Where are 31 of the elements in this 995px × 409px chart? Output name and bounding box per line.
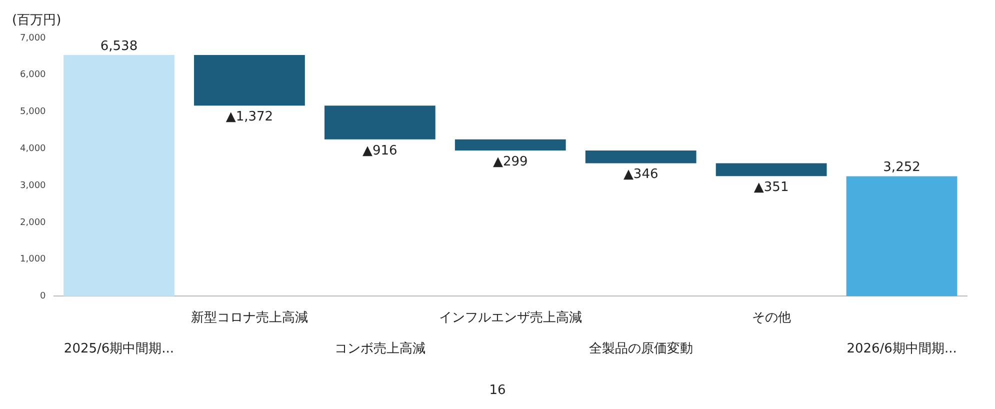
y-tick-label: 6,000 — [20, 70, 46, 80]
x-tick-label: 新型コロナ売上高減 — [190, 309, 308, 326]
data-label: ▲299 — [492, 154, 528, 170]
data-label: 3,252 — [883, 160, 920, 176]
data-label: ▲1,372 — [226, 110, 274, 125]
data-label: ▲916 — [362, 143, 398, 158]
x-tick-label: 2026/6期中間期... — [846, 342, 957, 357]
data-label: ▲351 — [754, 180, 789, 196]
bar — [585, 150, 696, 164]
y-tick-label: 5,000 — [20, 107, 46, 118]
text: 16 — [489, 382, 506, 398]
y-tick-label: 3,000 — [20, 180, 46, 191]
data-label: 6,538 — [100, 38, 138, 54]
y-tick-label: 4,000 — [20, 144, 46, 154]
bar — [194, 55, 305, 106]
y-tick-label: 7,000 — [20, 33, 46, 44]
bar — [716, 163, 827, 176]
x-tick-label: 全製品の原価変動 — [588, 340, 693, 357]
y-tick-label: 2,000 — [20, 218, 46, 228]
y-tick-label: 0 — [40, 292, 46, 302]
x-tick-label: インフルエンザ売上高減 — [438, 309, 582, 326]
bar — [454, 139, 566, 150]
bar — [846, 176, 958, 296]
data-label: ▲346 — [623, 167, 658, 182]
y-axis-title: (百万円) — [12, 12, 62, 28]
y-tick-label: 1,000 — [20, 254, 46, 265]
bar — [64, 55, 174, 296]
bar — [324, 106, 436, 140]
x-tick-label: コンボ売上高減 — [334, 340, 426, 357]
x-tick-label: 2025/6期中間期... — [64, 342, 174, 357]
x-tick-label: その他 — [752, 310, 791, 326]
